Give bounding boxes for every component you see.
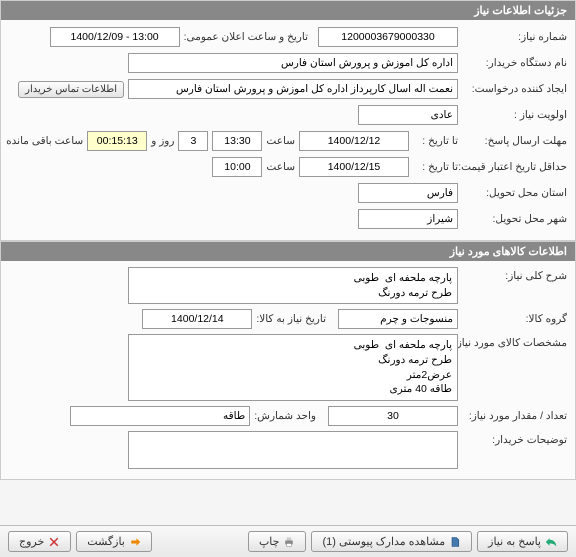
need-by-label: تاریخ نیاز به کالا: [256, 313, 326, 325]
time-label-2: ساعت [266, 161, 295, 173]
print-icon [283, 536, 295, 548]
announce-input[interactable] [50, 27, 180, 47]
buyer-input[interactable] [128, 53, 458, 73]
qty-label: تعداد / مقدار مورد نیاز: [462, 410, 567, 422]
to-date-label-1: تا تاریخ : [413, 135, 458, 147]
price-time-input[interactable] [212, 157, 262, 177]
exit-icon [48, 536, 60, 548]
back-icon [129, 536, 141, 548]
city-label: شهر محل تحویل: [462, 213, 567, 225]
need-number-input[interactable] [318, 27, 458, 47]
need-number-label: شماره نیاز: [462, 31, 567, 43]
unit-label: واحد شمارش: [254, 410, 316, 422]
price-date-input[interactable] [299, 157, 409, 177]
exit-button[interactable]: خروج [8, 531, 71, 552]
attachments-button[interactable]: مشاهده مدارک پیوستی (1) [311, 531, 472, 552]
reply-icon [545, 536, 557, 548]
need-details-panel: جزئیات اطلاعات نیاز شماره نیاز: تاریخ و … [0, 0, 576, 241]
priority-input[interactable] [358, 105, 458, 125]
spec-label: مشخصات کالای مورد نیاز : [462, 334, 567, 349]
announce-label: تاریخ و ساعت اعلان عمومی: [184, 31, 308, 43]
attachment-icon [449, 536, 461, 548]
bottom-toolbar: پاسخ به نیاز مشاهده مدارک پیوستی (1) چاپ… [0, 525, 576, 557]
remaining-label: ساعت باقی مانده [6, 135, 83, 147]
deadline-label: مهلت ارسال پاسخ: [462, 135, 567, 147]
city-input[interactable] [358, 209, 458, 229]
priority-label: اولویت نیاز : [462, 109, 567, 121]
goods-info-panel: اطلاعات کالاهای مورد نیاز شرح کلی نیاز: … [0, 241, 576, 480]
print-button[interactable]: چاپ [248, 531, 307, 552]
requester-input[interactable] [128, 79, 458, 99]
buyer-label: نام دستگاه خریدار: [462, 57, 567, 69]
exit-button-label: خروج [19, 535, 44, 548]
group-input[interactable] [338, 309, 458, 329]
print-button-label: چاپ [259, 535, 280, 548]
desc-label: شرح کلی نیاز: [462, 267, 567, 282]
unit-input[interactable] [70, 406, 250, 426]
respond-button-label: پاسخ به نیاز [488, 535, 541, 548]
desc-textarea[interactable] [128, 267, 458, 304]
buyer-notes-textarea[interactable] [128, 431, 458, 468]
need-by-input[interactable] [142, 309, 252, 329]
deadline-date-input[interactable] [299, 131, 409, 151]
buyer-contact-button[interactable]: اطلاعات تماس خریدار [18, 81, 124, 98]
need-details-header: جزئیات اطلاعات نیاز [1, 1, 575, 20]
province-label: استان محل تحویل: [462, 187, 567, 199]
requester-label: ایجاد کننده درخواست: [462, 83, 567, 95]
group-label: گروه کالا: [462, 313, 567, 325]
attachments-button-label: مشاهده مدارک پیوستی (1) [322, 535, 445, 548]
respond-button[interactable]: پاسخ به نیاز [477, 531, 568, 552]
countdown-input [87, 131, 147, 151]
spec-textarea[interactable] [128, 334, 458, 401]
back-button[interactable]: بازگشت [76, 531, 152, 552]
buyer-notes-label: توضیحات خریدار: [462, 431, 567, 446]
price-validity-label: حداقل تاریخ اعتبار قیمت: [462, 161, 567, 174]
to-date-label-2: تا تاریخ : [413, 161, 458, 173]
goods-info-header: اطلاعات کالاهای مورد نیاز [1, 242, 575, 261]
province-input[interactable] [358, 183, 458, 203]
qty-input[interactable] [328, 406, 458, 426]
days-and-label: روز و [151, 135, 174, 147]
days-count-input[interactable] [178, 131, 208, 151]
back-button-label: بازگشت [87, 535, 125, 548]
deadline-time-input[interactable] [212, 131, 262, 151]
time-label-1: ساعت [266, 135, 295, 147]
